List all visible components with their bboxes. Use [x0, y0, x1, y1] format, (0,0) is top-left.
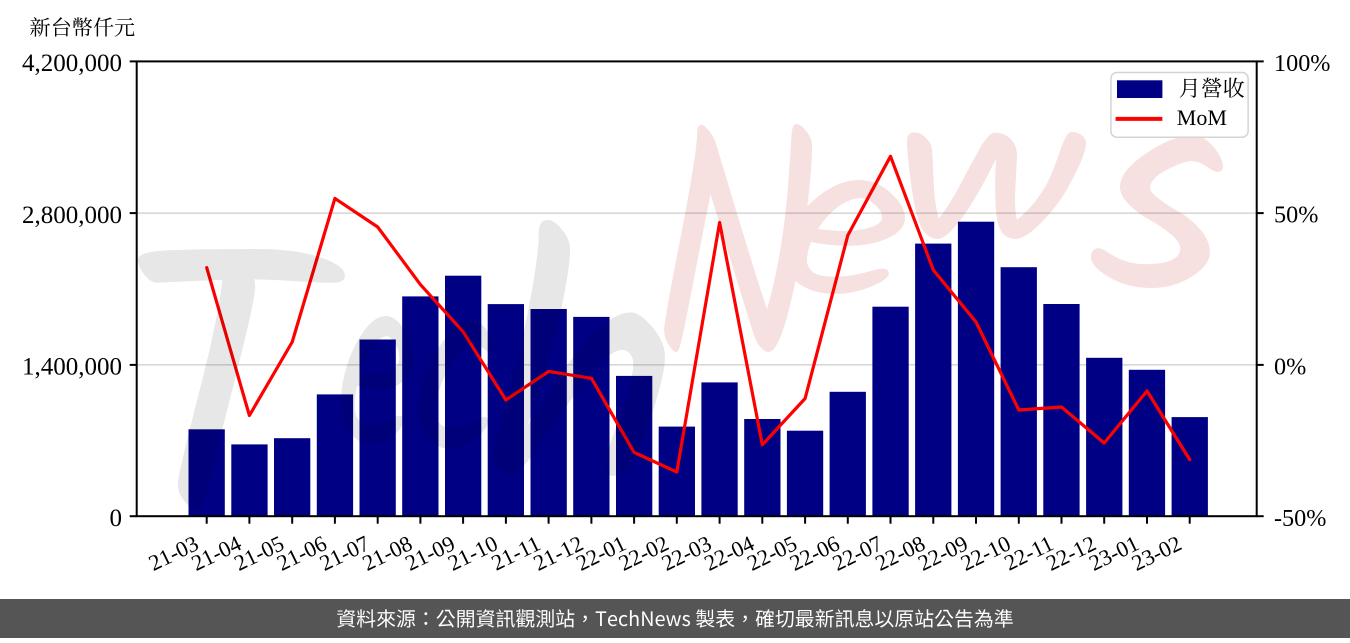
- svg-text:MoM: MoM: [1177, 105, 1227, 130]
- svg-text:4,200,000: 4,200,000: [22, 50, 122, 77]
- svg-text:50%: 50%: [1274, 202, 1318, 229]
- svg-text:-50%: -50%: [1274, 505, 1326, 532]
- svg-text:2,800,000: 2,800,000: [22, 202, 122, 229]
- svg-text:100%: 100%: [1274, 50, 1330, 77]
- svg-text:0%: 0%: [1274, 354, 1306, 381]
- svg-text:1,400,000: 1,400,000: [22, 354, 122, 381]
- svg-text:0: 0: [110, 505, 123, 532]
